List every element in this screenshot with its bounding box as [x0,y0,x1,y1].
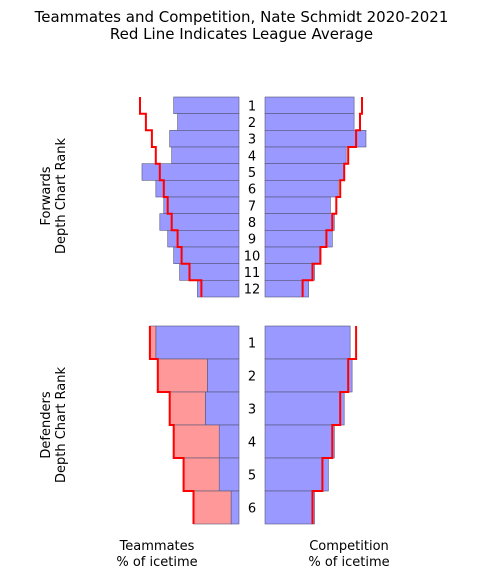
forwards-competition-bar-3 [264,130,367,148]
teammates-axis-label: Teammates % of icetime [87,539,227,571]
forwards-competition-bar-1 [264,96,355,114]
teammates-axis-label-line1: Teammates [119,539,195,554]
defenders-teammates-bar-2 [207,358,240,393]
forwards-teammates-bar-6 [155,180,240,198]
forwards-rank-label-9: 9 [248,233,256,248]
competition-axis-label-line1: Competition [309,539,389,554]
forwards-rank-label-4: 4 [248,149,256,164]
forwards-teammates-bar-10 [173,246,240,264]
forwards-teammates-bar-3 [169,130,240,148]
defenders-competition-bar-3 [264,391,345,426]
forwards-rank-label-8: 8 [248,216,256,231]
forwards-competition-bar-5 [264,163,345,181]
defenders-competition-bar-1 [264,325,351,360]
defenders-rank-label-6: 6 [248,502,256,517]
forwards-competition-bar-2 [264,113,355,131]
competition-axis-label: Competition % of icetime [279,539,419,571]
teammates-axis-label-line2: % of icetime [116,555,198,570]
chart-subtitle: Red Line Indicates League Average [109,25,374,43]
forwards-competition-bar-6 [264,180,339,198]
forwards-rank-label-3: 3 [248,133,256,148]
defenders-competition-bar-2 [264,358,353,393]
chart-title: Teammates and Competition, Nate Schmidt … [34,8,449,26]
defenders-rank-label-4: 4 [248,436,256,451]
forwards-competition-bar-7 [264,196,331,214]
forwards-rank-label-7: 7 [248,199,256,214]
defenders-rank-label-2: 2 [248,370,256,385]
defenders-teammates-bar-4 [218,424,240,459]
defenders-teammates-bar-5 [218,457,240,492]
forwards-competition-bar-11 [264,263,315,281]
forwards-competition-bar-8 [264,213,335,231]
forwards-teammates-bar-7 [163,196,240,214]
forwards-teammates-average-line [139,97,203,297]
defenders-teammates-gap-6 [193,490,232,525]
defenders-rank-label-5: 5 [248,469,256,484]
defenders-teammates-bar-1 [155,325,240,360]
defenders-axis-label-line2: Depth Chart Rank [54,367,69,484]
forwards-teammates-bar-2 [177,113,240,131]
forwards-competition-average-line [301,97,363,297]
forwards-competition-bar-12 [264,280,309,298]
defenders-teammates-bar-6 [230,490,240,525]
defenders-competition-bar-4 [264,424,335,459]
defenders-teammates-gap-3 [169,391,206,426]
defenders-axis-label-line1: Defenders [39,391,54,458]
forwards-teammates-bar-1 [173,96,240,114]
defenders-rank-label-1: 1 [248,337,256,352]
forwards-rank-label-2: 2 [248,116,256,131]
forwards-rank-label-6: 6 [248,183,256,198]
forwards-teammates-bar-4 [171,146,240,164]
forwards-rank-label-5: 5 [248,166,256,181]
competition-axis-label-line2: % of icetime [308,555,390,570]
defenders-competition-bar-5 [264,457,329,492]
forwards-rank-label-10: 10 [244,249,261,264]
forwards-competition-bar-9 [264,230,333,248]
forwards-teammates-bar-5 [141,163,240,181]
forwards-competition-bar-4 [264,146,347,164]
forwards-rank-label-1: 1 [248,99,256,114]
defenders-rank-label-3: 3 [248,403,256,418]
forwards-axis-label-line2: Depth Chart Rank [54,138,69,255]
forwards-rank-label-11: 11 [244,266,261,281]
defenders-teammates-average-line [148,326,195,524]
defenders-teammates-bar-3 [205,391,240,426]
forwards-axis-label-line1: Forwards [39,166,54,225]
forwards-rank-label-12: 12 [244,283,261,298]
defenders-competition-average-line [311,326,358,524]
forwards-competition-bar-10 [264,246,321,264]
defenders-teammates-gap-4 [173,424,220,459]
defenders-teammates-gap-2 [157,358,208,393]
defenders-teammates-gap-5 [183,457,220,492]
forwards-teammates-bar-12 [197,280,240,298]
defenders-competition-bar-6 [264,490,315,525]
